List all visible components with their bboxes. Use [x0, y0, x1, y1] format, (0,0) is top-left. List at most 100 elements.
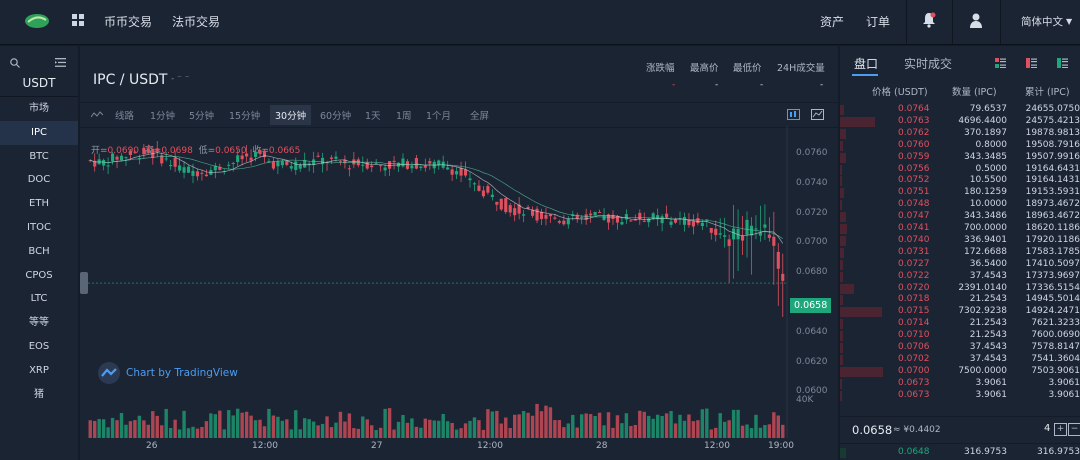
tab-1min[interactable]: 1分钟	[150, 111, 176, 122]
ask-row[interactable]: 0.0748 10.0000 18973.4672	[840, 199, 1080, 211]
bid-row[interactable]: 0.0648 316.9753 316.9753	[840, 447, 1080, 459]
chevron-down-icon[interactable]: ▼	[1066, 17, 1073, 26]
ask-quantity: 2391.0140	[958, 282, 1007, 293]
candle-body	[767, 234, 771, 238]
ask-quantity: 336.9401	[964, 234, 1007, 245]
ask-row[interactable]: 0.0751 180.1259 19153.5931	[840, 187, 1080, 199]
collapse-menu-icon[interactable]	[55, 58, 66, 67]
ask-price: 0.0700	[898, 365, 930, 376]
y-tick-label: 0.0700	[796, 237, 828, 247]
tab-30min[interactable]: 30分钟	[270, 105, 312, 125]
volume-bar	[231, 415, 235, 438]
ask-row[interactable]: 0.0740 336.9401 17920.1186	[840, 235, 1080, 247]
tab-1month[interactable]: 1个月	[426, 111, 452, 122]
ask-row[interactable]: 0.0752 10.5500 19164.1431	[840, 175, 1080, 187]
line-chart-icon[interactable]	[91, 111, 103, 119]
coin-item-ltc[interactable]: LTC	[30, 293, 48, 305]
ask-row[interactable]: 0.0760 0.8000 19508.7916	[840, 140, 1080, 152]
coin-item-itoc[interactable]: ITOC	[27, 221, 51, 233]
tab-60min[interactable]: 60分钟	[320, 111, 352, 122]
ask-price: 0.0751	[898, 187, 930, 198]
candle-body	[195, 171, 200, 177]
volume-bar	[128, 421, 133, 438]
header-quantity: 数量 (IPC)	[952, 87, 997, 98]
ask-total: 19878.9813	[1025, 127, 1080, 138]
apps-grid-icon[interactable]	[72, 14, 84, 26]
ask-price: 0.0720	[898, 282, 930, 293]
volume-bar	[370, 425, 374, 438]
candle-body	[598, 211, 602, 213]
ask-row[interactable]: 0.0706 37.4543 7578.8147	[840, 342, 1080, 354]
candle-body	[580, 216, 584, 218]
candle-body	[218, 166, 222, 170]
bell-icon[interactable]	[922, 12, 936, 32]
chart-style-icon[interactable]	[811, 109, 824, 120]
tab-realtime-trades[interactable]: 实时成交	[904, 57, 953, 71]
ask-row[interactable]: 0.0763 4696.4400 24575.4213	[840, 116, 1080, 128]
ask-row[interactable]: 0.0714 21.2543 7621.3233	[840, 318, 1080, 330]
coin-item-doc[interactable]: DOC	[27, 174, 51, 186]
volume-bar	[539, 411, 544, 438]
ask-row[interactable]: 0.0720 2391.0140 17336.5154	[840, 283, 1080, 295]
coin-item-bch[interactable]: BCH	[28, 245, 50, 257]
ask-row[interactable]: 0.0715 7302.9238 14924.2471	[840, 306, 1080, 318]
ask-row[interactable]: 0.0741 700.0000 18620.1186	[840, 223, 1080, 235]
ask-row[interactable]: 0.0718 21.2543 14945.5014	[840, 294, 1080, 306]
both-sides-view-icon[interactable]	[995, 58, 1006, 68]
coin-item-xrp[interactable]: XRP	[29, 364, 49, 376]
ask-price: 0.0673	[898, 377, 930, 388]
ask-row[interactable]: 0.0702 37.4543 7541.3604	[840, 354, 1080, 366]
volume-bar	[548, 407, 553, 438]
logo[interactable]	[24, 12, 50, 30]
candle-body	[240, 155, 244, 160]
nav-fiat-trading[interactable]: 法币交易	[172, 15, 221, 29]
ask-row[interactable]: 0.0759 343.3485 19507.9916	[840, 152, 1080, 164]
ask-row[interactable]: 0.0727 36.5400 17410.5097	[840, 259, 1080, 271]
price-chart[interactable]	[80, 126, 838, 460]
coin-item-btc[interactable]: BTC	[29, 150, 49, 162]
tab-line[interactable]: 线路	[115, 111, 135, 122]
ask-price: 0.0718	[898, 294, 930, 305]
coin-item-eos[interactable]: EOS	[28, 340, 50, 352]
ask-row[interactable]: 0.0764 79.6537 24655.0750	[840, 104, 1080, 116]
quote-currency-title[interactable]: USDT	[0, 72, 78, 97]
search-icon[interactable]	[10, 58, 20, 68]
ask-quantity: 0.8000	[975, 139, 1008, 150]
ask-row[interactable]: 0.0673 3.9061 3.9061	[840, 390, 1080, 402]
ask-row[interactable]: 0.0722 37.4543 17373.9697	[840, 271, 1080, 283]
ask-row[interactable]: 0.0731 172.6688 17583.1785	[840, 247, 1080, 259]
candle-body	[303, 159, 307, 168]
nav-coin-trading[interactable]: 币币交易	[104, 15, 153, 29]
volume-bar	[168, 428, 173, 438]
candle-body	[615, 216, 620, 223]
tab-1day[interactable]: 1天	[365, 111, 381, 122]
watermark-text: Chart by TradingView	[126, 367, 238, 379]
tab-order-book[interactable]: 盘口	[854, 57, 879, 71]
tab-1week[interactable]: 1周	[396, 111, 412, 122]
language-selector[interactable]: 简体中文	[1021, 16, 1063, 28]
ask-row[interactable]: 0.0762 370.1897 19878.9813	[840, 128, 1080, 140]
volume-bar	[88, 420, 92, 438]
coin-item-zhu[interactable]: 猪	[34, 388, 44, 400]
precision-increase-button[interactable]: +	[1054, 423, 1067, 436]
asks-view-icon[interactable]	[1026, 58, 1037, 68]
sidebar-toggle-handle[interactable]	[80, 272, 88, 294]
nav-orders[interactable]: 订单	[866, 15, 891, 29]
tab-fullscreen[interactable]: 全屏	[470, 111, 490, 122]
nav-assets[interactable]: 资产	[820, 15, 845, 29]
ask-row[interactable]: 0.0747 343.3486 18963.4672	[840, 211, 1080, 223]
candle-style-icon[interactable]	[787, 109, 800, 120]
ask-row[interactable]: 0.0710 21.2543 7600.0690	[840, 330, 1080, 342]
tab-15min[interactable]: 15分钟	[229, 111, 261, 122]
tab-5min[interactable]: 5分钟	[189, 111, 215, 122]
ask-row[interactable]: 0.0756 0.5000 19164.6431	[840, 164, 1080, 176]
ask-row[interactable]: 0.0700 7500.0000 7503.9061	[840, 366, 1080, 378]
bids-view-icon[interactable]	[1057, 58, 1068, 68]
coin-item-ipc[interactable]: IPC	[0, 120, 78, 145]
user-icon[interactable]	[969, 13, 983, 32]
coin-item-cpos[interactable]: CPOS	[25, 269, 53, 281]
precision-decrease-button[interactable]: −	[1068, 423, 1080, 436]
coin-item-eth[interactable]: ETH	[29, 198, 49, 210]
coin-item-dengdeng[interactable]: 等等	[29, 317, 49, 329]
ask-row[interactable]: 0.0673 3.9061 3.9061	[840, 378, 1080, 390]
